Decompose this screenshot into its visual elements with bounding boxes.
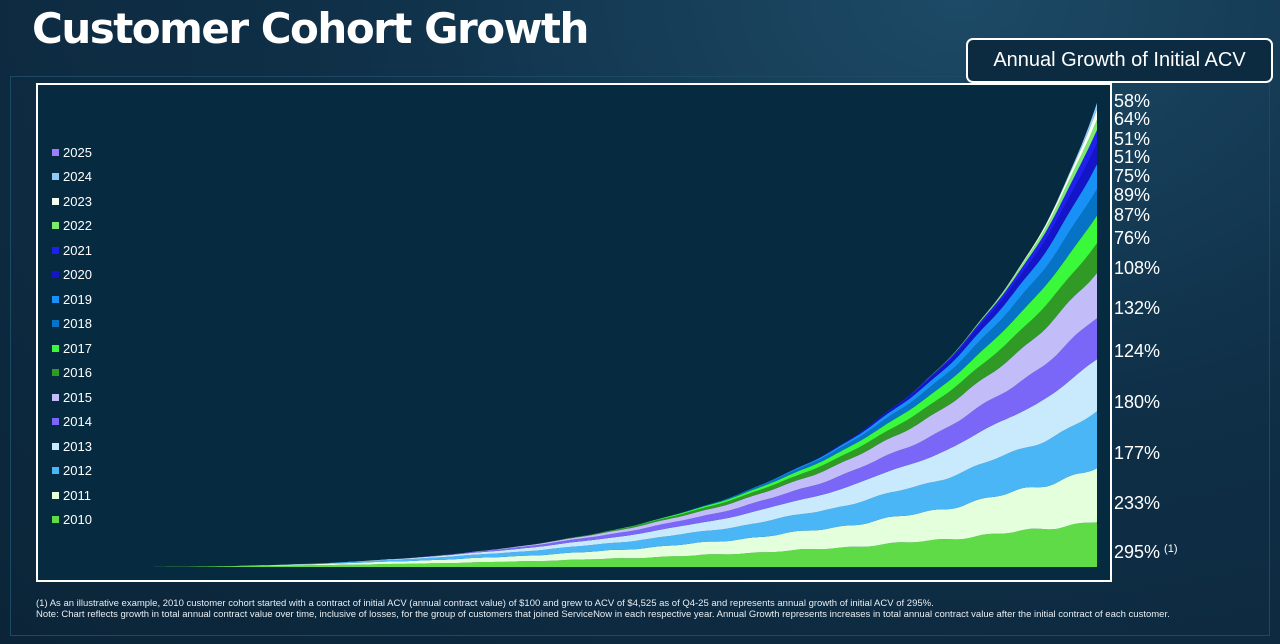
legend-swatch [52,393,59,401]
legend-swatch [52,271,59,279]
legend-label: 2011 [63,487,91,503]
chart-legend: 2025 2024 2023 2022 2021 2020 2019 2018 2017 2016… [52,140,92,532]
legend-label: 2018 [63,316,92,332]
growth-label: 87% [1114,205,1151,225]
legend-item-2022: 2022 [52,214,92,239]
legend-swatch [52,516,59,524]
footnotes: (1) As an illustrative example, 2010 cus… [36,598,1186,620]
area-series-2012 [148,411,1097,567]
legend-label: 2024 [63,169,92,185]
footnote-note: Note: Chart reflects growth in total ann… [36,609,1170,620]
legend-label: 2012 [63,463,92,479]
growth-label: 75% [1114,166,1151,186]
legend-label: 2022 [63,218,92,234]
growth-label: 124% [1114,341,1161,361]
legend-label: 2016 [63,365,92,381]
area-series-2011 [148,468,1097,567]
outer-frame [10,76,1270,636]
legend-item-2010: 2010 [52,508,92,533]
legend-item-2025: 2025 [52,140,92,165]
legend-swatch [52,418,59,426]
legend-item-2015: 2015 [52,385,92,410]
legend-item-2020: 2020 [52,263,92,288]
legend-label: 2023 [63,193,92,209]
growth-label: 132% [1114,298,1161,318]
area-series-2010 [148,522,1097,567]
legend-item-2018: 2018 [52,312,92,337]
legend-swatch [52,173,59,181]
legend-item-2023: 2023 [52,189,92,214]
annual-growth-header-label: Annual Growth of Initial ACV [993,49,1246,71]
legend-item-2011: 2011 [52,483,92,508]
growth-label: 89% [1114,185,1151,205]
legend-item-2017: 2017 [52,336,92,361]
growth-label: 233% [1114,493,1161,513]
legend-swatch [52,442,59,450]
legend-item-2021: 2021 [52,238,92,263]
legend-item-2013: 2013 [52,434,92,459]
legend-label: 2015 [63,389,92,405]
legend-swatch [52,344,59,352]
legend-swatch [52,369,59,377]
legend-item-2014: 2014 [52,410,92,435]
legend-swatch [52,246,59,254]
legend-swatch [52,320,59,328]
growth-label: 108% [1114,258,1161,278]
growth-label: 51% [1114,147,1151,167]
growth-label: 177% [1114,443,1161,463]
growth-label: 51% [1114,129,1151,149]
legend-item-2012: 2012 [52,459,92,484]
growth-label: 295% (1) [1114,542,1178,562]
footnote-1: (1) As an illustrative example, 2010 cus… [36,598,934,609]
legend-item-2024: 2024 [52,165,92,190]
legend-swatch [52,148,59,156]
growth-label: 76% [1114,228,1151,248]
legend-label: 2021 [63,242,92,258]
legend-swatch [52,295,59,303]
legend-label: 2020 [63,267,92,283]
growth-label: 180% [1114,392,1161,412]
legend-swatch [52,467,59,475]
legend-label: 2019 [63,291,92,307]
legend-label: 2025 [63,144,92,160]
footnote-marker: (1) [1164,543,1178,555]
legend-swatch [52,491,59,499]
legend-swatch [52,222,59,230]
legend-item-2016: 2016 [52,361,92,386]
legend-item-2019: 2019 [52,287,92,312]
legend-label: 2010 [63,512,92,528]
growth-label: 58% [1114,91,1151,111]
annual-growth-header-box: Annual Growth of Initial ACV [966,38,1273,83]
legend-label: 2013 [63,438,92,454]
legend-swatch [52,197,59,205]
growth-label: 64% [1114,109,1151,129]
legend-label: 2014 [63,414,92,430]
page-title: Customer Cohort Growth [32,4,589,53]
legend-label: 2017 [63,340,92,356]
